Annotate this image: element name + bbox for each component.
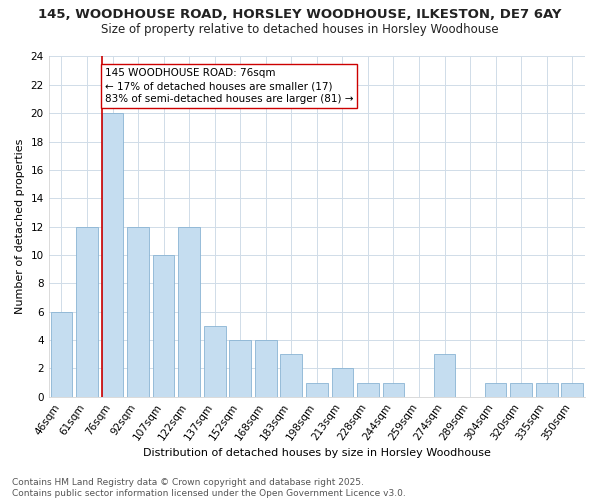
Bar (562, 382, 583, 397)
X-axis label: Distribution of detached houses by size in Horsley Woodhouse: Distribution of detached houses by size … (143, 448, 491, 458)
Bar (153, 255, 175, 397)
Bar (332, 368, 353, 397)
Bar (434, 354, 455, 397)
Bar (510, 382, 532, 397)
Text: Size of property relative to detached houses in Horsley Woodhouse: Size of property relative to detached ho… (101, 22, 499, 36)
Bar (178, 226, 200, 397)
Bar (204, 326, 226, 397)
Text: 145 WOODHOUSE ROAD: 76sqm
← 17% of detached houses are smaller (17)
83% of semi-: 145 WOODHOUSE ROAD: 76sqm ← 17% of detac… (105, 68, 353, 104)
Text: 145, WOODHOUSE ROAD, HORSLEY WOODHOUSE, ILKESTON, DE7 6AY: 145, WOODHOUSE ROAD, HORSLEY WOODHOUSE, … (38, 8, 562, 20)
Bar (76, 226, 98, 397)
Bar (485, 382, 506, 397)
Bar (357, 382, 379, 397)
Bar (383, 382, 404, 397)
Bar (50, 312, 72, 397)
Bar (255, 340, 277, 397)
Bar (280, 354, 302, 397)
Bar (536, 382, 557, 397)
Bar (306, 382, 328, 397)
Bar (101, 113, 124, 397)
Bar (127, 226, 149, 397)
Y-axis label: Number of detached properties: Number of detached properties (15, 139, 25, 314)
Bar (229, 340, 251, 397)
Text: Contains HM Land Registry data © Crown copyright and database right 2025.
Contai: Contains HM Land Registry data © Crown c… (12, 478, 406, 498)
